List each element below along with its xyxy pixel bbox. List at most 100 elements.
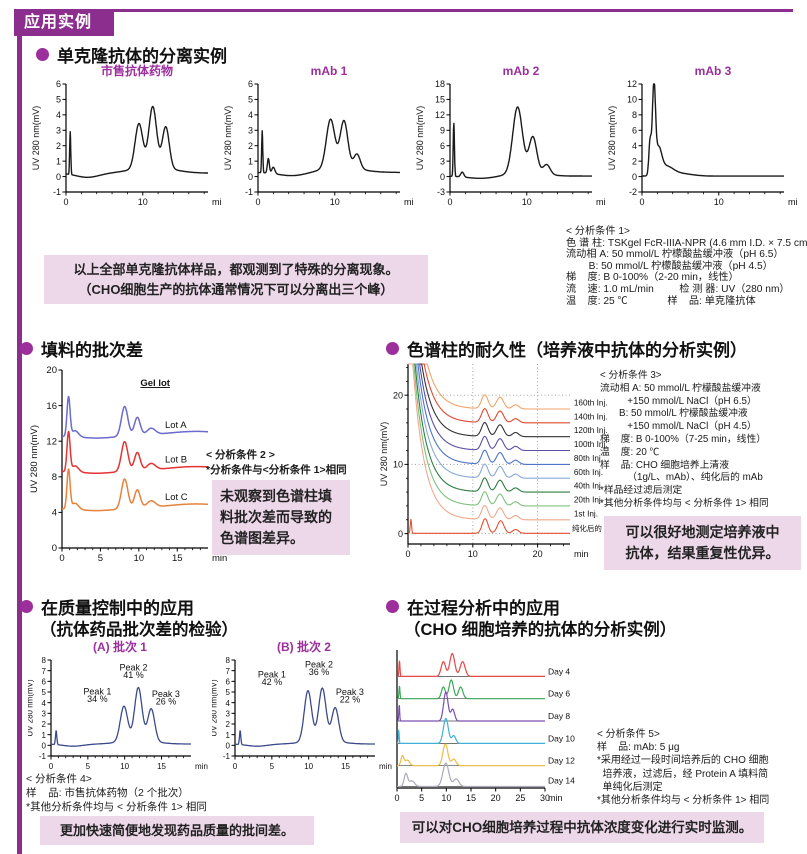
svg-text:-2: -2: [629, 187, 637, 197]
svg-text:20: 20: [393, 390, 403, 400]
svg-text:3: 3: [56, 125, 61, 135]
svg-text:41 %: 41 %: [123, 670, 144, 680]
svg-text:Day 14: Day 14: [548, 775, 575, 785]
bullet-icon: [20, 600, 33, 613]
svg-text:12: 12: [435, 110, 445, 120]
chart-cho-days: 0 5 10 15 20 25 30 min Day 4 Day 6 Day 8 Day 10 Day …: [388, 646, 608, 808]
svg-text:6: 6: [226, 678, 231, 687]
svg-text:Day 8: Day 8: [548, 711, 570, 721]
chart-title: mAb 3: [694, 64, 732, 78]
svg-text:2: 2: [56, 141, 61, 151]
svg-text:8: 8: [226, 656, 231, 665]
svg-text:15: 15: [435, 95, 445, 105]
svg-text:10: 10: [714, 197, 724, 207]
svg-text:42 %: 42 %: [262, 677, 283, 687]
svg-text:15: 15: [341, 762, 350, 771]
chart-commercial-antibody: 市售抗体药物 -10123456010minUV 280 nm(mV): [30, 64, 222, 212]
svg-text:4: 4: [42, 699, 47, 708]
svg-text:1: 1: [226, 731, 231, 740]
svg-text:UV 280 nm(mV): UV 280 nm(mV): [607, 106, 617, 171]
svg-text:22 %: 22 %: [340, 695, 361, 705]
chart-durability: 0 10 20 0 10 20 min UV 280 nm(mV) 160th Inj. 140t…: [380, 358, 640, 570]
svg-text:0: 0: [63, 197, 68, 207]
svg-text:-1: -1: [245, 187, 253, 197]
svg-text:10: 10: [441, 793, 451, 803]
chromatogram-durability: 0 10 20 0 10 20 min UV 280 nm(mV) 160th Inj. 140t…: [380, 363, 619, 559]
section5-title: 在过程分析中的应用: [386, 594, 560, 619]
svg-text:4: 4: [632, 141, 637, 151]
section1-title: 单克隆抗体的分离实例: [36, 42, 227, 67]
svg-text:-1: -1: [53, 187, 61, 197]
chart-mab2: mAb 2 -30369121518010minUV 280 nm(mV): [414, 64, 606, 212]
svg-text:25: 25: [515, 793, 525, 803]
svg-text:0: 0: [639, 197, 644, 207]
top-rule: [14, 9, 793, 12]
svg-text:UV 280 nm(mV): UV 280 nm(mV): [31, 106, 41, 171]
svg-text:2: 2: [226, 720, 231, 729]
analysis-conditions-4: < 分析条件 4> 样 品: 市售抗体药物（2 个批次） *其他分析条件均与 <…: [26, 773, 207, 813]
chromatogram-mab2: -30369121518010minUV 280 nm(mV): [415, 80, 606, 207]
svg-text:6: 6: [440, 141, 445, 151]
chromatogram-mab3: -2024681012010minUV 280 nm(mV): [607, 80, 798, 207]
svg-text:1: 1: [248, 156, 253, 166]
svg-text:4: 4: [226, 699, 231, 708]
section3-title-text: 色谱柱的耐久性（培养液中抗体的分析实例）: [407, 341, 747, 360]
svg-text:20: 20: [491, 793, 501, 803]
note-box-durability: 可以很好地测定培养液中 抗体，结果重复性优异。: [604, 516, 801, 570]
svg-text:3: 3: [42, 710, 47, 719]
svg-text:36 %: 36 %: [309, 667, 330, 677]
svg-text:0: 0: [398, 529, 403, 539]
svg-text:UV 280 nm(mV): UV 280 nm(mV): [380, 422, 389, 487]
svg-text:12: 12: [46, 436, 57, 447]
svg-text:8: 8: [42, 656, 47, 665]
svg-text:0: 0: [226, 742, 231, 751]
svg-text:0: 0: [405, 549, 410, 559]
section4-subtitle: （抗体药品批次差的检验）: [40, 621, 238, 639]
svg-text:4: 4: [52, 508, 57, 519]
svg-text:8: 8: [52, 472, 57, 483]
svg-text:5: 5: [56, 95, 61, 105]
section1-title-text: 单克隆抗体的分离实例: [57, 47, 227, 66]
svg-text:0: 0: [52, 543, 57, 554]
svg-text:Day 6: Day 6: [548, 689, 570, 699]
svg-text:min: min: [574, 549, 589, 559]
svg-text:6: 6: [56, 80, 61, 89]
svg-text:10: 10: [627, 95, 637, 105]
svg-text:2: 2: [632, 156, 637, 166]
svg-text:5: 5: [419, 793, 424, 803]
chart-mab3: mAb 3 -2024681012010minUV 280 nm(mV): [606, 64, 798, 212]
bullet-icon: [386, 342, 399, 355]
svg-text:160th Inj.: 160th Inj.: [574, 399, 608, 408]
section4-title-text: 在质量控制中的应用: [41, 599, 194, 618]
svg-text:1st Inj.: 1st Inj.: [574, 509, 598, 518]
svg-text:15: 15: [172, 553, 183, 564]
section5-subtitle: （CHO 细胞培养的抗体的分析实例）: [404, 621, 677, 639]
left-accent-bar: [17, 36, 22, 854]
chart-title: mAb 1: [310, 64, 348, 78]
svg-text:10: 10: [134, 553, 145, 564]
note-box-separation: 以上全部单克隆抗体样品，都观测到了特殊的分离现象。 （CHO细胞生产的抗体通常情…: [44, 255, 428, 304]
svg-text:Peak 3: Peak 3: [152, 689, 180, 699]
svg-text:80th Inj.: 80th Inj.: [574, 454, 603, 463]
svg-text:0: 0: [56, 172, 61, 182]
analysis-conditions-2: < 分析条件 2 > *分析条件与<分析条件 1>相同: [206, 449, 347, 476]
svg-text:2: 2: [248, 141, 253, 151]
svg-text:0: 0: [248, 172, 253, 182]
svg-text:UV 280 nm(mV): UV 280 nm(mV): [29, 425, 40, 493]
svg-text:5: 5: [248, 95, 253, 105]
svg-text:10: 10: [330, 197, 340, 207]
svg-text:Peak 2: Peak 2: [305, 659, 333, 669]
note-box-batch: 更加快速简便地发现药品质量的批间差。: [40, 816, 314, 845]
svg-text:0: 0: [394, 793, 399, 803]
section4-title: 在质量控制中的应用: [20, 594, 194, 619]
section5-title-text: 在过程分析中的应用: [407, 599, 560, 618]
svg-text:15: 15: [157, 762, 166, 771]
bullet-icon: [20, 342, 33, 355]
svg-text:5: 5: [270, 762, 275, 771]
svg-text:5: 5: [86, 762, 91, 771]
svg-text:min: min: [788, 197, 798, 207]
section3-title: 色谱柱的耐久性（培养液中抗体的分析实例）: [386, 336, 747, 361]
svg-text:6: 6: [42, 678, 47, 687]
